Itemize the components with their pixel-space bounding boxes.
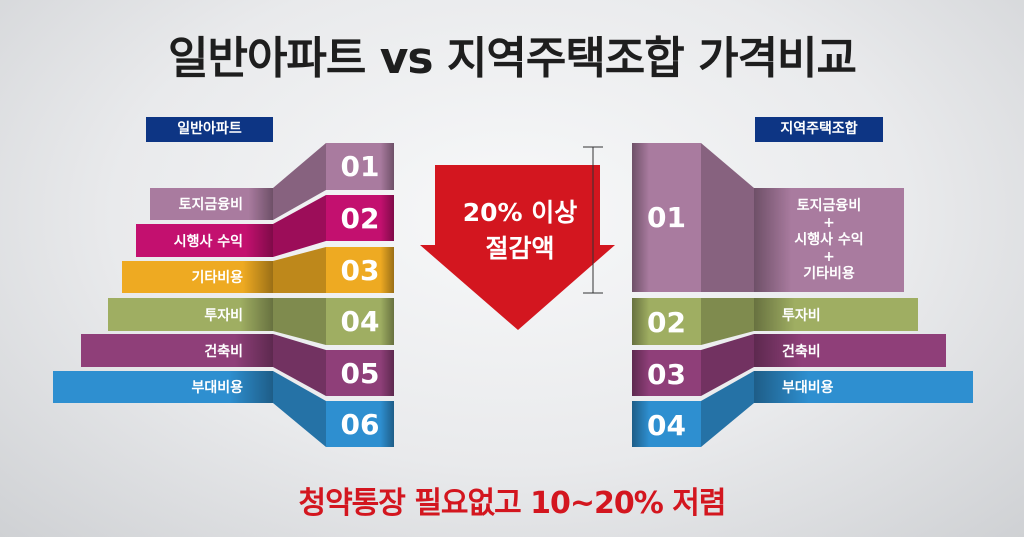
left-label-bar-shade (122, 261, 273, 293)
left-item-number: 06 (340, 408, 380, 441)
left-number-box-shade (326, 298, 394, 345)
left-number-box-shade (326, 401, 394, 447)
left-item-label: 시행사 수익 (173, 233, 243, 250)
bottom-caption: 청약통장 필요없고 10~20% 저렴 (298, 486, 726, 521)
arrow-line1: 20% 이상 (462, 198, 578, 227)
right-connector (701, 298, 754, 345)
left-header: 일반아파트 (146, 117, 273, 142)
left-item-number: 01 (340, 150, 380, 183)
right-header: 지역주택조합 (755, 117, 883, 142)
left-number-box-shade (326, 350, 394, 396)
left-label-bar-shade (53, 371, 273, 403)
right-label-bar-shade (754, 298, 918, 331)
combo-line: 기타비용 (803, 265, 855, 282)
left-item-label: 부대비용 (191, 380, 243, 396)
right-item-number: 01 (647, 200, 686, 234)
right-item-label: 건축비 (782, 343, 821, 360)
range-bracket (583, 146, 603, 294)
arrow-line2: 절감액 (485, 234, 555, 263)
right-label-bar-shade (754, 371, 973, 403)
right-connector (701, 371, 754, 447)
left-connector (273, 247, 326, 293)
right-combined-label: 토지금융비 + 시행사 수익 + 기타비용 (754, 188, 904, 292)
combo-line: 토지금융비 (796, 197, 862, 214)
left-label-bar-shade (81, 334, 273, 367)
right-item-number: 02 (647, 306, 686, 339)
right-label-bar-shade (754, 334, 946, 367)
combo-line: 시행사 수익 (794, 231, 864, 248)
right-item-label: 투자비 (782, 307, 821, 324)
left-label-bar-shade (150, 188, 273, 220)
left-connector (273, 334, 326, 396)
combo-line: + (823, 248, 835, 265)
right-number-box-shade (632, 298, 701, 345)
left-item-label: 투자비 (204, 307, 243, 324)
arrow-text: 20% 이상 절감액 (430, 195, 610, 267)
left-item-label: 기타비용 (191, 270, 243, 286)
right-number-box-shade (632, 143, 701, 292)
left-item-number: 04 (340, 305, 380, 338)
left-label-bar-shade (108, 298, 273, 331)
left-connector (273, 143, 326, 220)
right-number-box-shade (632, 401, 701, 447)
combo-line: + (823, 214, 835, 231)
right-number-box-shade (632, 350, 701, 396)
right-connector (701, 334, 754, 396)
left-item-number: 02 (340, 202, 380, 235)
savings-arrow (420, 165, 615, 330)
left-number-box-shade (326, 195, 394, 241)
right-item-number: 04 (647, 409, 686, 442)
left-number-box-shade (326, 247, 394, 293)
left-connector (273, 298, 326, 345)
left-connector (273, 195, 326, 257)
page-title: 일반아파트 vs 지역주택조합 가격비교 (167, 33, 857, 84)
right-label-bar-shade (754, 188, 904, 292)
left-number-box-shade (326, 143, 394, 190)
left-item-number: 05 (340, 357, 380, 390)
left-item-label: 건축비 (204, 343, 243, 360)
right-item-label: 부대비용 (782, 380, 834, 396)
left-label-bar-shade (136, 224, 273, 257)
left-item-number: 03 (340, 254, 380, 287)
left-connector (273, 371, 326, 447)
right-connector (701, 143, 754, 292)
left-item-label: 토지금융비 (178, 197, 243, 213)
right-item-number: 03 (647, 358, 686, 391)
